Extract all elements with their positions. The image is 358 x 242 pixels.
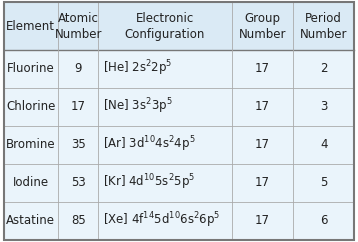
- Bar: [4, 202, 354, 240]
- Text: Astatine: Astatine: [6, 214, 55, 227]
- Text: 6: 6: [320, 214, 328, 227]
- Text: 17: 17: [255, 176, 270, 189]
- Text: [Xe] 4f$^{14}$5d$^{10}$6s$^2$6p$^5$: [Xe] 4f$^{14}$5d$^{10}$6s$^2$6p$^5$: [103, 211, 220, 230]
- Bar: [4, 164, 354, 202]
- Text: 17: 17: [71, 100, 86, 113]
- Text: Electronic
Configuration: Electronic Configuration: [125, 12, 205, 40]
- Text: 3: 3: [320, 100, 328, 113]
- Text: Atomic
Number: Atomic Number: [54, 12, 102, 40]
- Bar: [4, 2, 354, 50]
- Text: Period
Number: Period Number: [300, 12, 348, 40]
- Text: 17: 17: [255, 62, 270, 75]
- Text: 17: 17: [255, 214, 270, 227]
- Text: 85: 85: [71, 214, 86, 227]
- Text: Group
Number: Group Number: [238, 12, 286, 40]
- Text: 9: 9: [74, 62, 82, 75]
- Text: 2: 2: [320, 62, 328, 75]
- Text: Fluorine: Fluorine: [7, 62, 55, 75]
- Text: 53: 53: [71, 176, 86, 189]
- Text: 5: 5: [320, 176, 328, 189]
- Text: [Kr] 4d$^{10}$5s$^2$5p$^5$: [Kr] 4d$^{10}$5s$^2$5p$^5$: [103, 173, 195, 192]
- Bar: [4, 126, 354, 164]
- Text: Bromine: Bromine: [6, 138, 55, 151]
- Bar: [4, 50, 354, 88]
- Text: 17: 17: [255, 100, 270, 113]
- Text: [Ar] 3d$^{10}$4s$^2$4p$^5$: [Ar] 3d$^{10}$4s$^2$4p$^5$: [103, 135, 195, 154]
- Text: 4: 4: [320, 138, 328, 151]
- Text: Chlorine: Chlorine: [6, 100, 55, 113]
- Text: [He] 2s$^2$2p$^5$: [He] 2s$^2$2p$^5$: [103, 59, 172, 78]
- Bar: [4, 88, 354, 126]
- Text: 17: 17: [255, 138, 270, 151]
- Text: Element: Element: [6, 20, 55, 32]
- Text: 35: 35: [71, 138, 86, 151]
- Text: [Ne] 3s$^2$3p$^5$: [Ne] 3s$^2$3p$^5$: [103, 97, 173, 116]
- Text: Iodine: Iodine: [13, 176, 49, 189]
